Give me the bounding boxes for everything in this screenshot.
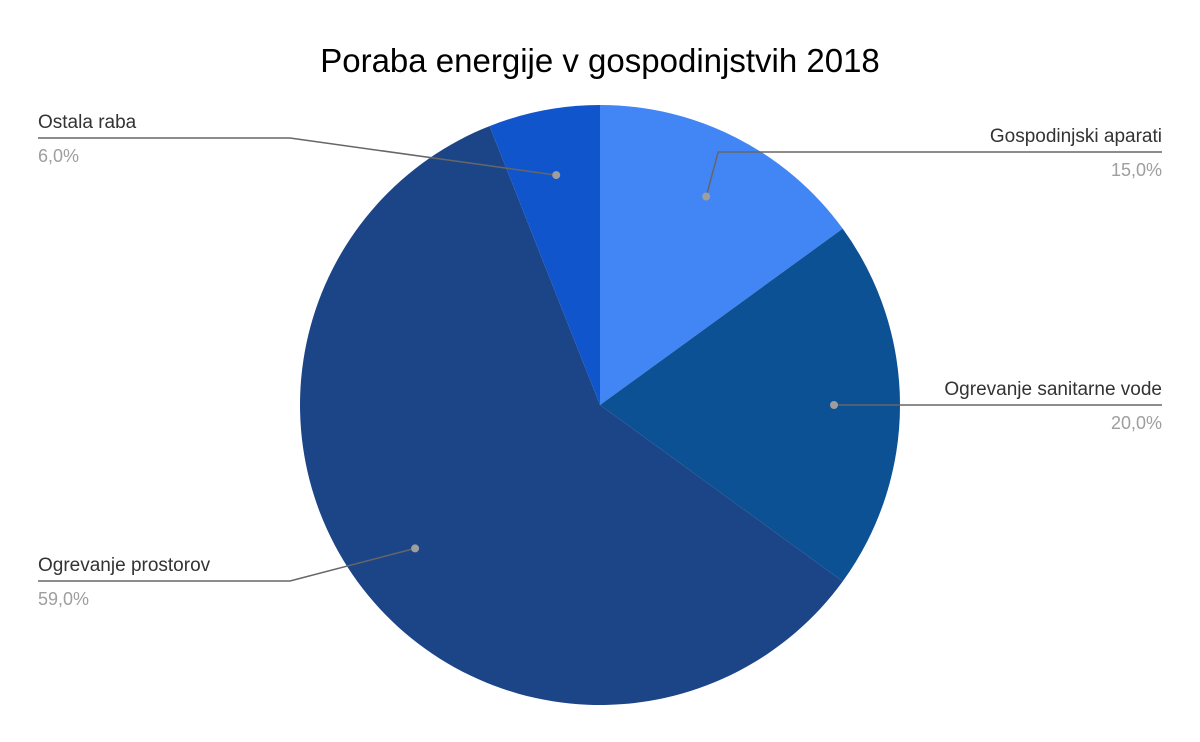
slice-label-group-0: Gospodinjski aparati 15,0% [702,126,1162,201]
slice-label-group-2: Ogrevanje prostorov 59,0% [38,544,420,609]
slice-value-label-0: 15,0% [1111,160,1162,180]
slice-value-label-2: 59,0% [38,589,89,609]
pie-slice-1 [600,228,901,582]
slice-value-label-3: 6,0% [38,146,79,166]
pie-slices [300,105,901,705]
leader-line-2 [38,547,416,582]
slice-value-label-1: 20,0% [1111,413,1162,433]
leader-line-0 [705,151,1162,197]
leader-line-3 [38,137,557,176]
slice-name-label-0: Gospodinjski aparati [990,126,1162,147]
slice-label-group-3: Ostala raba 6,0% [38,112,561,180]
pie-slice-3 [489,105,600,405]
chart-title: Poraba energije v gospodinjstvih 2018 [320,42,880,79]
slice-name-label-1: Ogrevanje sanitarne vode [944,379,1162,400]
slice-name-label-2: Ogrevanje prostorov [38,555,211,576]
pie-slice-2 [300,126,843,705]
leader-dot-1 [830,401,838,409]
leader-dot-0 [702,192,711,201]
slice-label-group-1: Ogrevanje sanitarne vode 20,0% [830,379,1162,433]
leader-dot-3 [552,171,561,180]
slice-name-label-3: Ostala raba [38,112,137,133]
slice-labels: Gospodinjski aparati 15,0% Ogrevanje sanit… [38,112,1162,609]
leader-dot-2 [411,544,420,553]
pie-slice-0 [600,105,843,405]
